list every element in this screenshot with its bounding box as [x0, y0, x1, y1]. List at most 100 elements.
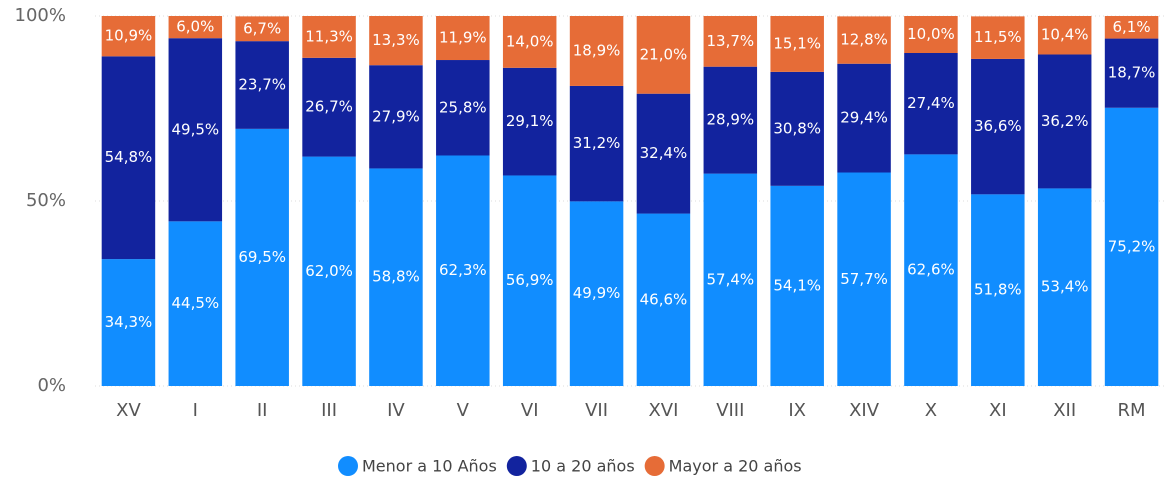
data-label: 58,8%: [372, 268, 420, 286]
x-tick-label: VI: [521, 400, 539, 421]
bar-segment: [1104, 16, 1159, 39]
bar-segment: [436, 16, 490, 61]
x-tick-label: V: [457, 400, 470, 421]
bar-segment: [569, 85, 624, 202]
x-tick-label: VIII: [716, 400, 744, 421]
data-label: 32,4%: [640, 144, 688, 162]
bar-segment: [235, 128, 289, 386]
data-label: 62,0%: [305, 262, 353, 280]
x-tick-label: XIV: [849, 400, 880, 421]
data-label: 46,6%: [640, 290, 688, 308]
data-label: 51,8%: [974, 281, 1022, 299]
bar-segment: [168, 221, 223, 386]
data-label: 69,5%: [238, 248, 286, 266]
legend-marker: [506, 456, 527, 476]
x-tick-label: XV: [116, 400, 141, 421]
bar-segment: [703, 66, 758, 174]
bar-segment: [703, 16, 758, 67]
bar-segment: [502, 16, 557, 68]
data-label: 54,8%: [105, 148, 153, 166]
bar-segment: [302, 16, 356, 58]
data-label: 30,8%: [773, 119, 821, 137]
bar-segment: [101, 16, 156, 57]
y-tick-label: 100%: [15, 5, 66, 26]
bar-segment: [904, 154, 958, 386]
bar-segment: [101, 259, 156, 386]
bar-segment: [1104, 38, 1159, 108]
bar-segment: [971, 194, 1025, 386]
data-label: 53,4%: [1041, 278, 1089, 296]
bar-segment: [837, 16, 891, 64]
legend-label: Menor a 10 Años: [362, 457, 497, 476]
legend-marker: [338, 456, 358, 476]
data-label: 10,9%: [105, 27, 153, 45]
data-label: 49,5%: [171, 120, 219, 138]
bar-segment: [770, 185, 824, 386]
bar-segment: [636, 93, 691, 214]
bar-segment: [369, 168, 423, 386]
bar-segment: [502, 175, 557, 386]
legend-marker: [644, 456, 665, 476]
bar-segment: [235, 41, 289, 129]
data-label: 54,1%: [773, 276, 821, 294]
data-label: 11,3%: [305, 27, 353, 45]
y-tick-label: 0%: [37, 375, 66, 396]
data-label: 57,4%: [706, 270, 754, 288]
bar-segment: [837, 63, 891, 173]
data-label: 36,6%: [974, 117, 1022, 135]
x-tick-label: XII: [1053, 400, 1076, 421]
data-label: 36,2%: [1041, 112, 1089, 130]
bar-segment: [971, 16, 1025, 59]
data-label: 10,0%: [907, 25, 955, 43]
bar-segment: [1037, 188, 1092, 386]
bar-segment: [1104, 107, 1159, 386]
data-label: 6,7%: [243, 19, 281, 37]
bar-segment: [636, 16, 691, 94]
bar-segment: [502, 67, 557, 176]
x-tick-label: VII: [585, 400, 608, 421]
data-label: 75,2%: [1108, 237, 1156, 255]
data-label: 34,3%: [105, 313, 153, 331]
x-tick-label: X: [925, 400, 937, 421]
bar-segment: [770, 71, 824, 186]
bar-segment: [302, 156, 356, 386]
data-label: 13,3%: [372, 31, 420, 49]
bar-segment: [302, 57, 356, 157]
data-label: 18,7%: [1108, 64, 1156, 82]
data-label: 62,3%: [439, 261, 487, 279]
legend-label: 10 a 20 años: [531, 457, 635, 476]
bar-segment: [636, 213, 691, 386]
bar-segment: [904, 16, 958, 53]
data-label: 31,2%: [573, 134, 621, 152]
bar-segment: [703, 173, 758, 386]
bar-segment: [569, 16, 624, 86]
data-label: 15,1%: [773, 34, 821, 52]
bar-segment: [770, 16, 824, 72]
data-label: 44,5%: [171, 294, 219, 312]
x-tick-label: IV: [387, 400, 405, 421]
data-label: 26,7%: [305, 98, 353, 116]
bar-segment: [904, 53, 958, 155]
data-label: 62,6%: [907, 261, 955, 279]
y-tick-label: 50%: [26, 190, 66, 211]
bar-segment: [369, 16, 423, 66]
data-label: 25,8%: [439, 98, 487, 116]
x-tick-label: RM: [1118, 400, 1146, 421]
data-label: 57,7%: [840, 270, 888, 288]
legend-label: Mayor a 20 años: [669, 457, 802, 476]
bar-segment: [436, 60, 490, 156]
x-tick-label: XI: [989, 400, 1007, 421]
bar-segment: [569, 201, 624, 386]
data-label: 18,9%: [573, 41, 621, 59]
bar-segment: [369, 65, 423, 169]
data-label: 6,1%: [1113, 18, 1151, 36]
data-label: 28,9%: [706, 111, 754, 129]
bar-segment: [436, 155, 490, 386]
x-tick-label: I: [193, 400, 198, 421]
data-label: 13,7%: [706, 32, 754, 50]
data-label: 29,1%: [506, 112, 554, 130]
data-label: 49,9%: [573, 284, 621, 302]
data-label: 21,0%: [640, 45, 688, 63]
data-label: 12,8%: [840, 31, 888, 49]
